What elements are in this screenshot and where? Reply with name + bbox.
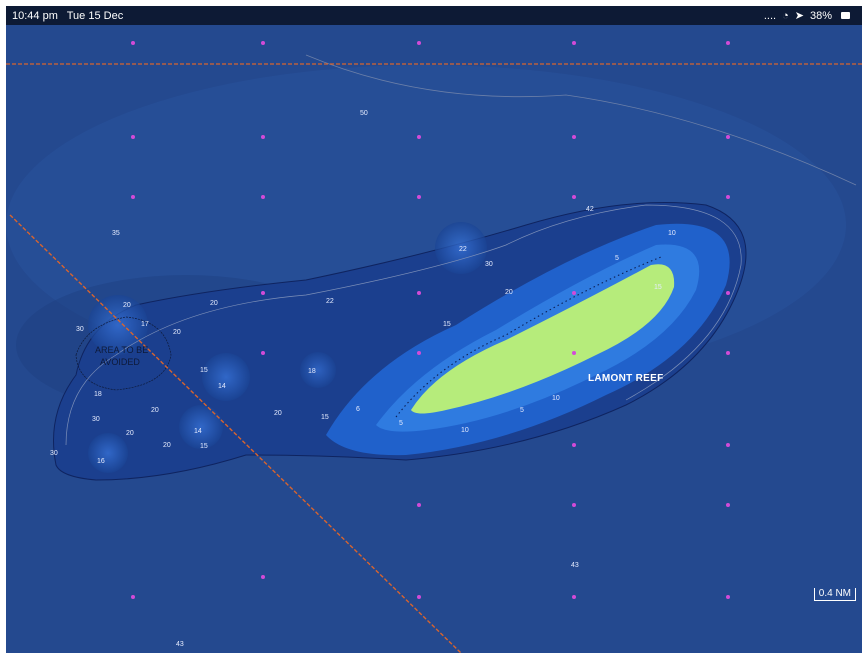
sounding: 20 — [163, 442, 171, 449]
sounding: 10 — [461, 427, 469, 434]
shoal-patch — [88, 295, 148, 355]
sounding: 5 — [520, 407, 524, 414]
sounding: 20 — [151, 407, 159, 414]
sounding: 5 — [399, 420, 403, 427]
sounding: 10 — [552, 395, 560, 402]
sounding: 20 — [274, 410, 282, 417]
sounding: 20 — [173, 329, 181, 336]
sounding: 30 — [92, 416, 100, 423]
sounding: 22 — [459, 246, 467, 253]
sounding: 15 — [200, 443, 208, 450]
sounding: 42 — [586, 206, 594, 213]
restricted-area-label: AVOIDED — [100, 357, 140, 367]
shoal-patch — [179, 405, 223, 449]
shoal-patch — [202, 353, 250, 401]
sounding: 15 — [321, 414, 329, 421]
sounding: 5 — [615, 255, 619, 262]
chart-screen[interactable]: 10:44 pm Tue 15 Dec .... ◔ ➤ 38% — [6, 6, 862, 653]
shoal-patch — [88, 433, 128, 473]
sounding: 43 — [176, 641, 184, 648]
sounding: 30 — [485, 261, 493, 268]
sounding: 50 — [360, 110, 368, 117]
reef-name-label: LAMONT REEF — [588, 373, 664, 384]
scale-bar: 0.4 NM — [813, 588, 856, 601]
sounding: 20 — [210, 300, 218, 307]
sounding: 20 — [505, 289, 513, 296]
shoal-patch — [300, 352, 336, 388]
sounding: 18 — [94, 391, 102, 398]
status-date: Tue 15 Dec — [66, 9, 124, 22]
sounding: 15 — [654, 284, 662, 291]
depth-contour — [305, 54, 857, 186]
sounding: 17 — [141, 321, 149, 328]
sounding: 10 — [668, 230, 676, 237]
position-markers — [131, 41, 730, 599]
sounding: 30 — [50, 450, 58, 457]
sounding: 20 — [123, 302, 131, 309]
shoal-patch — [435, 222, 487, 274]
sounding: 22 — [326, 298, 334, 305]
sounding: 35 — [112, 230, 120, 237]
route-line-diagonal — [9, 214, 462, 653]
sounding: 30 — [76, 326, 84, 333]
wifi-icon: ◔ — [782, 9, 789, 22]
signal-dots: .... — [763, 9, 777, 22]
location-icon: ➤ — [794, 10, 804, 22]
status-time: 10:44 pm — [12, 9, 58, 22]
restricted-area-label: AREA TO BE — [95, 345, 148, 355]
status-bar: 10:44 pm Tue 15 Dec .... ◔ ➤ 38% — [6, 6, 862, 25]
sounding: 16 — [97, 458, 105, 465]
sounding: 20 — [126, 430, 134, 437]
battery-percent: 38% — [809, 9, 832, 22]
sounding: 15 — [443, 321, 451, 328]
battery-icon — [841, 12, 850, 19]
lamont-reef-drying[interactable] — [411, 264, 675, 414]
sounding: 14 — [218, 383, 226, 390]
sounding: 18 — [308, 368, 316, 375]
depth-contour-20 — [65, 204, 742, 446]
sounding: 14 — [194, 428, 202, 435]
sounding: 6 — [356, 406, 360, 413]
depth-soundings: 50 42 35 22 30 20 20 20 22 30 17 20 15 1… — [50, 110, 676, 648]
sounding: 15 — [200, 367, 208, 374]
sounding: 43 — [571, 562, 579, 569]
nautical-chart[interactable]: 50 42 35 22 30 20 20 20 22 30 17 20 15 1… — [6, 25, 862, 653]
area-to-be-avoided-boundary — [75, 316, 172, 391]
